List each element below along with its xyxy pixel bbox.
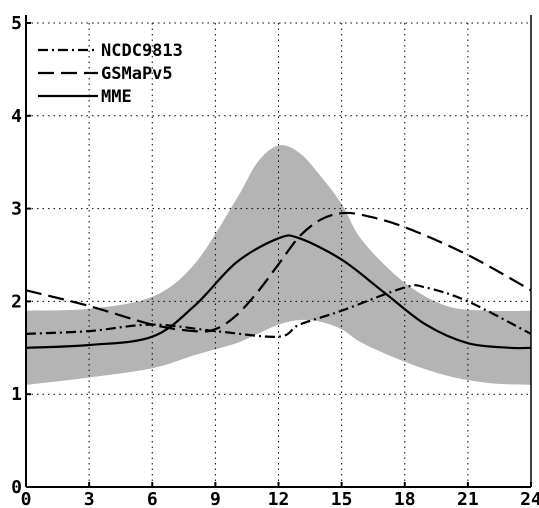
y-tick-label: 1 [11,384,22,405]
grid-layer [26,22,531,487]
x-tick-label: 9 [210,489,221,508]
x-tick-label: 15 [331,489,353,508]
x-tick-label: 3 [84,489,95,508]
y-tick-label: 2 [11,291,22,312]
legend-label-ncdc9813: NCDC9813 [101,41,183,61]
legend-label-mme: MME [101,87,132,107]
y-tick-label: 4 [11,106,22,127]
series-line-mme [25,234,532,350]
y-tick-label: 0 [11,477,22,498]
x-tick-label: 18 [394,489,416,508]
series-line-gsmapv5 [25,211,532,333]
series-layer [25,211,532,350]
legend: NCDC9813 GSMaPv5 MME [38,41,183,107]
y-tick-label: 3 [11,199,22,220]
x-tick-label: 0 [21,489,32,508]
x-tick-label: 21 [457,489,479,508]
y-tick-label: 5 [11,13,22,34]
x-tick-label: 6 [147,489,158,508]
x-tick-label: 24 [520,489,539,508]
legend-label-gsmapv5: GSMaPv5 [101,64,173,84]
x-tick-label: 12 [268,489,290,508]
series-line-ncdc9813 [25,284,532,338]
